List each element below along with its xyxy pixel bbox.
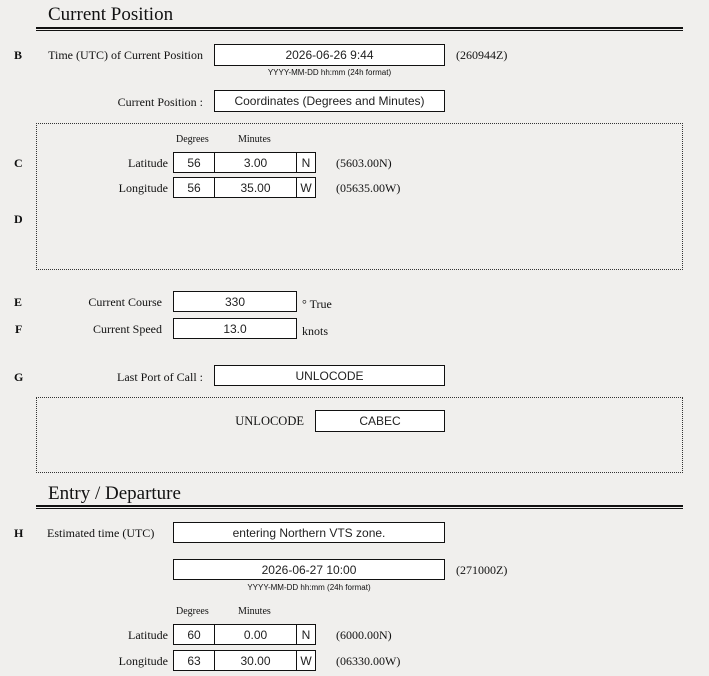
entry-longitude-degrees-input[interactable]: 63 [173,650,215,671]
longitude-code: (05635.00W) [336,181,401,195]
time-of-position-code: (260944Z) [456,48,508,62]
row-letter-g: G [14,370,24,384]
latitude-degrees-input[interactable]: 56 [173,152,215,173]
latitude-minutes-input[interactable]: 3.00 [214,152,297,173]
coordinates-panel [36,123,683,270]
time-of-position-label: Time (UTC) of Current Position [48,48,203,62]
entry-longitude-code: (06330.00W) [336,654,401,668]
event-select[interactable]: entering Northern VTS zone. [173,522,445,543]
course-unit: ° True [302,297,332,311]
estimated-time-code: (271000Z) [456,563,508,577]
longitude-hemisphere-select[interactable]: W [296,177,316,198]
entry-latitude-code: (6000.00N) [336,628,392,642]
row-letter-d: D [14,212,23,226]
degrees-header: Degrees [176,134,209,145]
speed-label: Current Speed [93,322,162,336]
row-letter-h: H [14,526,24,540]
section-divider [36,27,683,31]
speed-unit: knots [302,324,329,338]
unlocode-input[interactable]: CABEC [315,410,445,432]
latitude-code: (5603.00N) [336,156,392,170]
minutes-header: Minutes [238,606,271,617]
section-title-current-position: Current Position [48,4,174,25]
position-type-label: Current Position : [117,95,203,109]
entry-latitude-degrees-input[interactable]: 60 [173,624,215,645]
minutes-header: Minutes [238,134,271,145]
unlocode-panel [36,397,683,473]
latitude-label: Latitude [128,156,168,170]
entry-longitude-label: Longitude [118,654,168,668]
longitude-label: Longitude [118,181,168,195]
course-input[interactable]: 330 [173,291,297,312]
unlocode-label: UNLOCODE [235,414,304,428]
last-port-label: Last Port of Call : [117,370,203,384]
speed-input[interactable]: 13.0 [173,318,297,339]
last-port-type-select[interactable]: UNLOCODE [214,365,445,386]
row-letter-b: B [14,48,23,62]
estimated-time-label: Estimated time (UTC) [47,526,155,540]
longitude-degrees-input[interactable]: 56 [173,177,215,198]
time-format-hint: YYYY-MM-DD hh:mm (24h format) [247,583,371,592]
entry-latitude-minutes-input[interactable]: 0.00 [214,624,297,645]
entry-latitude-label: Latitude [128,628,168,642]
position-type-select[interactable]: Coordinates (Degrees and Minutes) [214,90,445,112]
course-label: Current Course [88,295,162,309]
entry-longitude-minutes-input[interactable]: 30.00 [214,650,297,671]
estimated-time-input[interactable]: 2026-06-27 10:00 [173,559,445,580]
entry-longitude-hemisphere-select[interactable]: W [296,650,316,671]
longitude-minutes-input[interactable]: 35.00 [214,177,297,198]
section-divider [36,505,683,509]
row-letter-e: E [14,295,23,309]
row-letter-f: F [15,322,23,336]
time-format-hint: YYYY-MM-DD hh:mm (24h format) [267,68,392,77]
entry-latitude-hemisphere-select[interactable]: N [296,624,316,645]
section-title-entry-departure: Entry / Departure [48,483,181,504]
row-letter-c: C [14,156,23,170]
latitude-hemisphere-select[interactable]: N [296,152,316,173]
degrees-header: Degrees [176,606,209,617]
time-of-position-input[interactable]: 2026-06-26 9:44 [214,44,445,66]
